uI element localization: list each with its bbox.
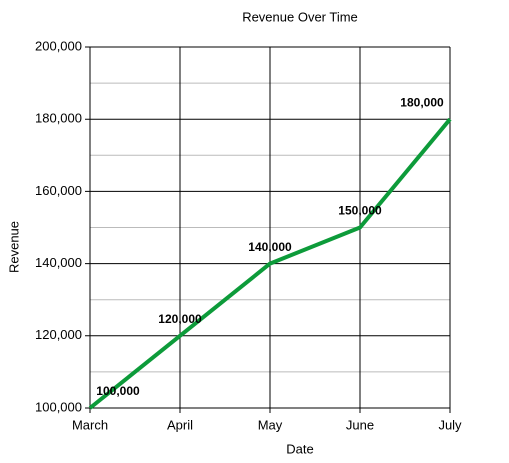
x-tick-label: June	[346, 417, 374, 432]
data-label: 180,000	[400, 95, 444, 109]
chart-title: Revenue Over Time	[242, 9, 358, 24]
data-label: 140,000	[248, 240, 292, 254]
data-label: 100,000	[96, 384, 140, 398]
y-tick-label: 160,000	[35, 183, 82, 198]
y-tick-label: 140,000	[35, 255, 82, 270]
y-tick-label: 200,000	[35, 38, 82, 53]
x-tick-label: May	[258, 417, 283, 432]
x-tick-label: July	[438, 417, 462, 432]
y-tick-label: 100,000	[35, 399, 82, 414]
data-label: 120,000	[158, 312, 202, 326]
data-label: 150,000	[338, 204, 382, 218]
y-tick-label: 180,000	[35, 111, 82, 126]
x-axis-label: Date	[286, 441, 313, 456]
line-series	[88, 117, 452, 410]
x-tick-label: March	[72, 417, 108, 432]
y-tick-label: 120,000	[35, 327, 82, 342]
y-axis-label: Revenue	[6, 221, 21, 273]
x-tick-label: April	[167, 417, 193, 432]
